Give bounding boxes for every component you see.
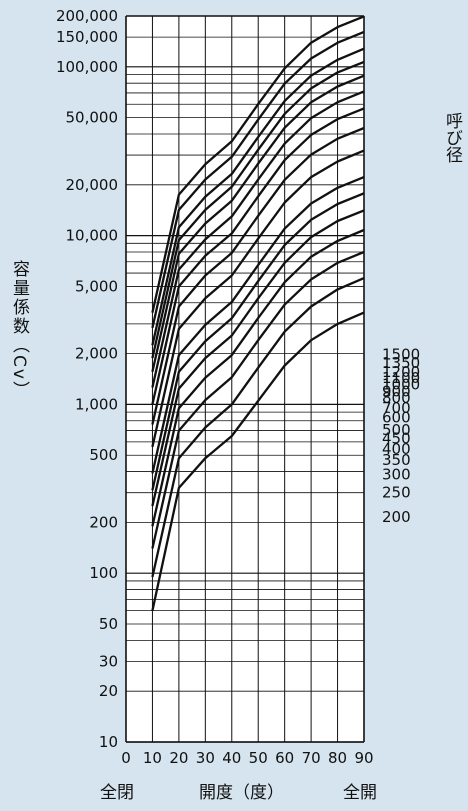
- right-tick-label: 1100: [382, 369, 420, 387]
- grid: [125, 15, 365, 743]
- x-tick-label: 60: [275, 749, 294, 767]
- series-line-1100: [151, 60, 365, 359]
- series-line-1350: [151, 30, 365, 329]
- series-line-900: [151, 90, 365, 388]
- x-tick-label: 0: [121, 749, 131, 767]
- right-tick-label: 200: [382, 508, 411, 526]
- right-tick-label: 600: [382, 409, 411, 427]
- x-label-open: 全開: [343, 783, 377, 803]
- y-tick-label: 100: [89, 564, 118, 582]
- series-group: [151, 15, 365, 611]
- y-tick-label: 100,000: [56, 58, 118, 76]
- y-tick-label: 500: [89, 446, 118, 464]
- x-tick-label: 10: [143, 749, 162, 767]
- series-line-600: [151, 149, 365, 448]
- y-tick-label: 200,000: [56, 7, 118, 25]
- y-axis-label: 容量係数（Cv）: [9, 260, 29, 400]
- right-tick-label: 1000: [382, 376, 420, 394]
- right-tick-label: 800: [382, 389, 411, 407]
- right-tick-labels: 1500135012001100100090080070060050045040…: [382, 345, 420, 526]
- y-tick-label: 50: [99, 615, 118, 633]
- x-label-opening: 開度（度）: [199, 783, 284, 803]
- y-tick-label: 50,000: [66, 109, 119, 127]
- right-axis-label: 呼び径: [442, 112, 462, 163]
- series-line-1200: [151, 47, 365, 346]
- right-tick-label: 250: [382, 484, 411, 502]
- right-tick-label: 1350: [382, 354, 420, 372]
- right-tick-label: 1200: [382, 363, 420, 381]
- y-tick-labels: 10 20 30 50 100 200 500 1,000 2,000 5,000 10,000 20…: [56, 7, 118, 751]
- y-tick-label: 30: [99, 652, 118, 670]
- x-tick-label: 80: [328, 749, 347, 767]
- x-tick-label: 40: [222, 749, 241, 767]
- series-line-1000: [151, 74, 365, 373]
- right-tick-label: 400: [382, 440, 411, 458]
- x-tick-label: 70: [302, 749, 321, 767]
- right-tick-label: 450: [382, 430, 411, 448]
- series-line-500: [151, 176, 365, 474]
- x-tick-label: 20: [169, 749, 188, 767]
- series-line-1500: [151, 15, 365, 313]
- y-tick-label: 150,000: [56, 28, 118, 46]
- right-tick-label: 350: [382, 451, 411, 469]
- x-tick-label: 90: [354, 749, 373, 767]
- series-line-700: [151, 126, 365, 425]
- right-tick-label: 900: [382, 382, 411, 400]
- y-tick-label: 200: [89, 513, 118, 531]
- x-label-closed: 全閉: [100, 783, 134, 803]
- y-tick-label: 10,000: [66, 227, 119, 245]
- y-tick-label: 10: [99, 733, 118, 751]
- y-tick-label: 20: [99, 682, 118, 700]
- series-line-200: [151, 311, 365, 611]
- right-tick-label: 300: [382, 465, 411, 483]
- y-tick-label: 20,000: [66, 176, 119, 194]
- right-tick-label: 1500: [382, 345, 420, 363]
- series-line-800: [151, 107, 365, 405]
- series-line-350: [151, 228, 365, 527]
- series-line-300: [151, 250, 365, 549]
- x-tick-label: 50: [249, 749, 268, 767]
- y-tick-label: 5,000: [75, 277, 118, 295]
- y-tick-label: 2,000: [75, 345, 118, 363]
- right-tick-label: 700: [382, 399, 411, 417]
- series-line-450: [151, 192, 365, 491]
- y-tick-label: 1,000: [75, 395, 118, 413]
- x-tick-labels: 0 10 20 30 40 50 60 70 80 90: [121, 749, 373, 767]
- series-line-400: [151, 209, 365, 507]
- x-tick-label: 30: [196, 749, 215, 767]
- right-tick-label: 500: [382, 421, 411, 439]
- series-line-250: [151, 277, 365, 578]
